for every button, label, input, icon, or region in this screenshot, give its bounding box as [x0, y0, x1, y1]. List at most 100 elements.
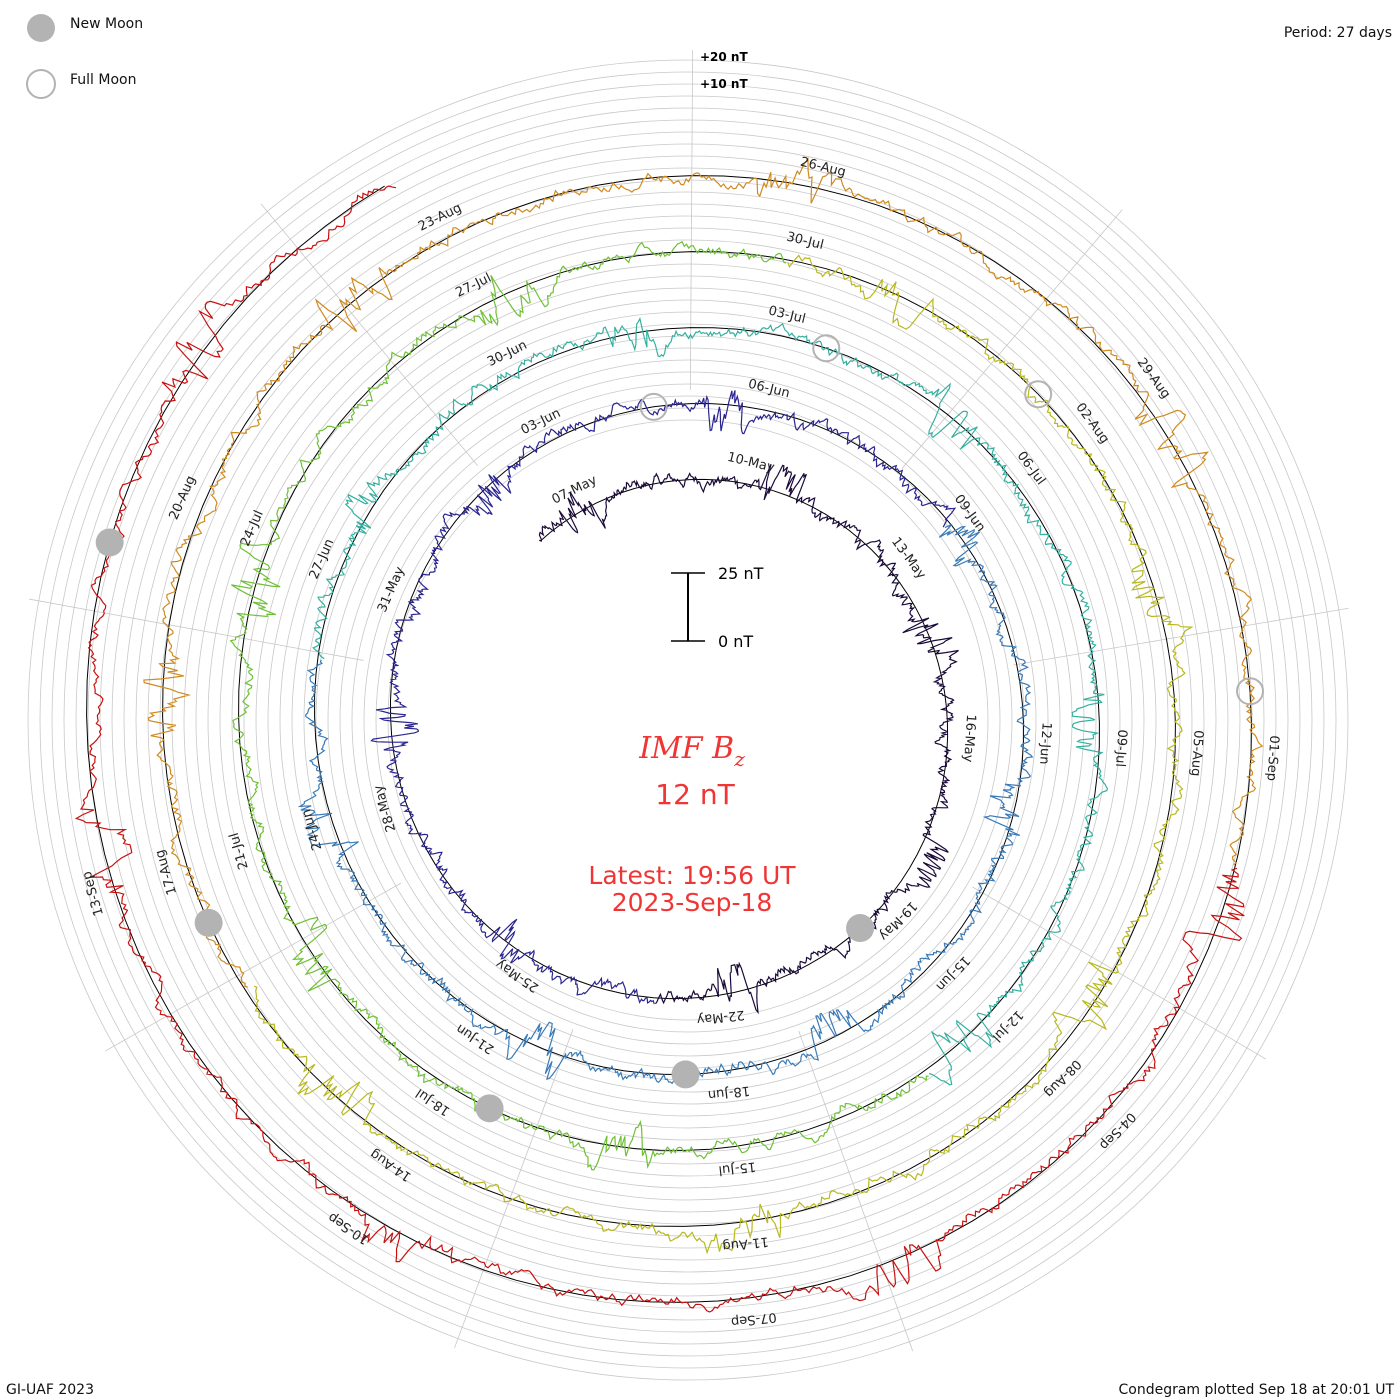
bz-series-segment: [229, 240, 929, 1171]
bz-series-segment: [312, 316, 1109, 1086]
ring-scale-upper: +20 nT: [700, 50, 748, 64]
new-moon-icon: [27, 14, 55, 42]
date-label: 11-Aug: [722, 1233, 770, 1253]
date-label: 06-Jul: [1014, 449, 1048, 488]
date-label: 29-Aug: [1134, 355, 1174, 401]
grid-ring: [387, 419, 989, 1021]
grid-ring: [111, 143, 1265, 1297]
date-label: 25-May: [493, 956, 542, 995]
grid-ring: [315, 347, 1061, 1093]
grid-ring: [219, 251, 1157, 1189]
bz-trace: [74, 157, 1264, 1313]
latest-time: Latest: 19:56 UT: [588, 861, 796, 890]
grid-ring: [351, 383, 1025, 1057]
grid-ring: [303, 335, 1073, 1105]
date-label: 15-Jul: [718, 1158, 757, 1177]
date-label: 16-May: [960, 714, 978, 763]
grid-ring: [87, 119, 1289, 1321]
date-label: 09-Jul: [1112, 729, 1129, 768]
ring-scale-lower: +10 nT: [700, 77, 748, 91]
grid-spoke: [260, 203, 478, 466]
date-label: 12-Jul: [989, 1007, 1026, 1045]
date-label: 05-Aug: [1188, 730, 1206, 777]
date-label: 24-Jul: [238, 508, 267, 549]
date-label: 15-Jun: [933, 953, 973, 994]
new-moon-marker: [846, 914, 875, 943]
date-label: 23-Aug: [416, 201, 464, 235]
date-label: 27-Jul: [453, 271, 493, 301]
full-moon-label: Full Moon: [70, 72, 136, 88]
scale-bar-bottom-label: 0 nT: [718, 632, 753, 651]
chart-title-subscript: z: [733, 747, 745, 771]
date-label: 07-May: [550, 473, 600, 508]
date-label: 30-Jun: [485, 338, 530, 370]
moon-markers: [95, 334, 1265, 1123]
bz-series-segment: [253, 254, 1194, 1255]
grid-ring: [51, 83, 1325, 1357]
new-moon-marker: [95, 528, 124, 557]
date-label: 12-Jun: [1036, 722, 1054, 765]
grid-ring: [207, 239, 1169, 1201]
chart-title-main: IMF B: [638, 731, 734, 766]
date-label: 31-May: [375, 564, 408, 614]
scale-bar-top-label: 25 nT: [718, 564, 764, 583]
date-label: 22-May: [696, 1007, 746, 1027]
date-label: 07-Sep: [730, 1309, 777, 1329]
bz-series-segment: [297, 523, 1034, 1085]
grid-spoke: [454, 1029, 574, 1349]
grid-ring: [195, 227, 1181, 1213]
plotted-label: Condegram plotted Sep 18 at 20:01 UT: [1118, 1382, 1394, 1398]
grid-ring: [327, 359, 1049, 1081]
date-label: 10-May: [726, 450, 777, 476]
date-label: 03-Jul: [767, 303, 807, 326]
credit-label: GI-UAF 2023: [6, 1382, 94, 1398]
full-moon-icon: [26, 69, 56, 99]
grid-ring: [63, 95, 1313, 1345]
grid-spoke: [972, 886, 1267, 1060]
grid-ring: [279, 311, 1097, 1129]
full-moon-marker: [812, 334, 841, 363]
date-label: 06-Jun: [747, 377, 792, 402]
grid-ring: [135, 167, 1241, 1273]
grid-ring: [99, 131, 1277, 1309]
full-moon-marker: [1024, 380, 1053, 409]
bz-series-segment: [538, 463, 959, 1015]
grid-spoke: [1013, 607, 1349, 666]
bz-series-segment: [143, 157, 1264, 988]
grid-ring: [291, 323, 1085, 1117]
grid-ring: [375, 407, 1001, 1033]
polar-grid: [27, 50, 1349, 1381]
grid-spoke: [798, 1030, 914, 1352]
grid-ring: [159, 191, 1217, 1249]
date-label: 18-Jul: [413, 1085, 453, 1118]
grid-ring: [27, 59, 1349, 1381]
grid-spoke: [901, 209, 1123, 469]
new-moon-label: New Moon: [70, 16, 143, 32]
scale-bar: 25 nT 0 nT: [671, 564, 764, 651]
grid-ring: [75, 107, 1301, 1333]
new-moon-marker: [194, 908, 223, 937]
grid-ring: [123, 155, 1253, 1285]
grid-ring: [363, 395, 1013, 1045]
date-label: 20-Aug: [167, 474, 199, 522]
date-label: 01-Sep: [1263, 735, 1281, 782]
bz-series-segment: [370, 390, 957, 1005]
grid-spoke: [105, 882, 402, 1052]
grid-ring: [243, 275, 1133, 1165]
grid-spoke: [689, 50, 694, 391]
grid-ring: [147, 179, 1229, 1261]
grid-ring: [255, 287, 1121, 1153]
period-label: Period: 27 days: [1284, 25, 1392, 41]
date-label: 18-Jun: [707, 1083, 751, 1103]
full-moon-marker: [639, 392, 668, 421]
grid-spoke: [28, 598, 364, 661]
grid-ring: [39, 71, 1337, 1369]
grid-ring: [231, 263, 1145, 1177]
latest-date: 2023-Sep-18: [612, 888, 773, 917]
full-moon-marker: [1236, 677, 1265, 706]
latest-value: 12 nT: [655, 778, 735, 811]
new-moon-marker: [475, 1094, 504, 1123]
date-label: 28-May: [371, 783, 399, 834]
new-moon-marker: [671, 1060, 700, 1089]
